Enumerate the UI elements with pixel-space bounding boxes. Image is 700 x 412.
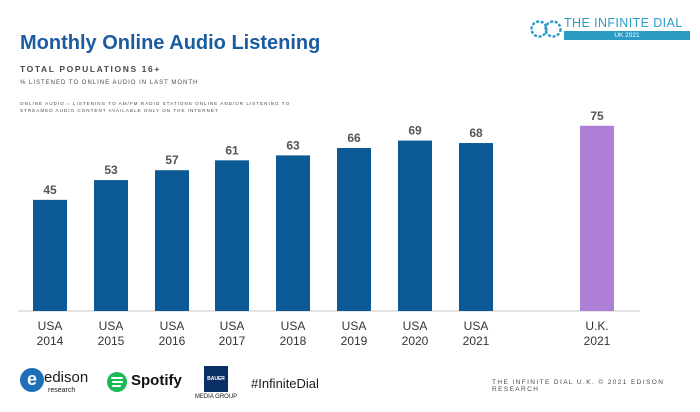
bar	[459, 143, 493, 311]
definition-note: Online Audio = Listening to AM/FM radio …	[20, 101, 291, 113]
infinite-dial-logo: THE INFINITE DIAL UK 2021	[530, 16, 690, 42]
spotify-icon	[107, 372, 127, 392]
spotify-logo: Spotify	[107, 370, 182, 394]
bauer-subtext: MEDIA GROUP	[194, 394, 238, 400]
brand-tag: UK 2021	[564, 31, 690, 40]
measure-caption: % LISTENED TO ONLINE AUDIO IN LAST MONTH	[20, 80, 199, 86]
category-label: USA 2016	[159, 319, 186, 348]
bar	[94, 180, 128, 311]
bar	[215, 160, 249, 311]
data-label: 75	[590, 109, 604, 123]
bar	[155, 170, 189, 311]
data-label: 53	[104, 163, 118, 177]
edison-wordmark: edison	[44, 369, 89, 386]
category-label: U.K. 2021	[584, 319, 611, 348]
data-label: 69	[408, 124, 422, 138]
bauer-box: BAUER	[204, 366, 228, 392]
edison-research-logo: e edison research	[20, 366, 90, 400]
data-label: 45	[43, 183, 57, 197]
category-label: USA 2018	[280, 319, 307, 348]
spotify-wordmark: Spotify	[131, 372, 182, 389]
data-label: 68	[469, 126, 483, 140]
chart-title: Monthly Online Audio Listening	[20, 32, 321, 54]
bar	[276, 155, 310, 311]
category-label: USA 2019	[341, 319, 368, 348]
bauer-media-logo: BAUER MEDIA GROUP	[193, 366, 239, 404]
category-label: USA 2021	[463, 319, 490, 348]
hashtag: #InfiniteDial	[251, 376, 319, 391]
data-label: 57	[165, 153, 179, 167]
bar	[580, 125, 614, 311]
bar	[337, 147, 371, 311]
data-label: 66	[347, 131, 361, 145]
data-label: 61	[225, 143, 239, 157]
category-label: USA 2014	[37, 319, 64, 348]
edison-subtext: research	[48, 387, 76, 394]
brand-name: THE INFINITE DIAL	[564, 16, 683, 30]
category-label: USA 2020	[402, 319, 429, 348]
edison-mark-icon: e	[20, 368, 44, 392]
population-subtitle: TOTAL POPULATIONS 16+	[20, 64, 161, 74]
infinity-icon	[530, 20, 562, 38]
data-label: 63	[286, 138, 300, 152]
bar	[398, 140, 432, 311]
copyright-credit: THE INFINITE DIAL U.K. © 2021 EDISON RES…	[492, 379, 665, 393]
category-label: USA 2015	[98, 319, 125, 348]
category-label: USA 2017	[219, 319, 246, 348]
bar	[33, 199, 67, 311]
